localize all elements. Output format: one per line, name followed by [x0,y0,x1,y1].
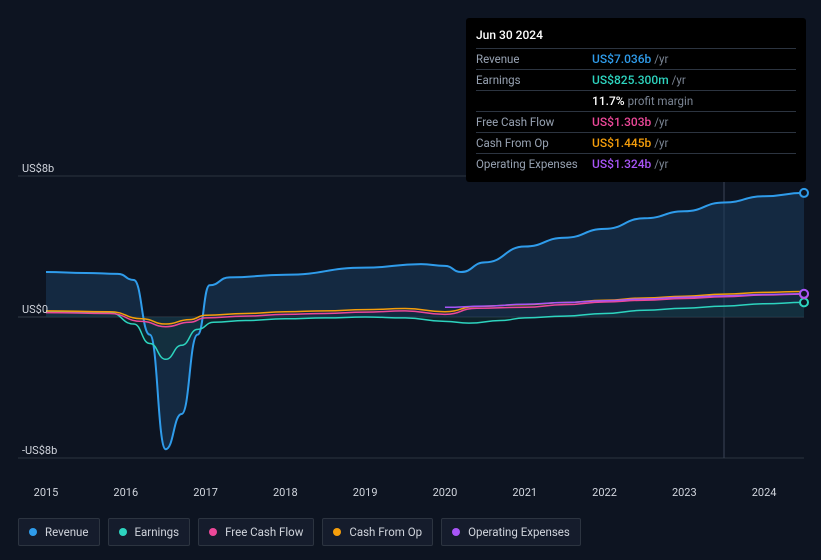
x-axis-label: 2015 [34,486,59,499]
tooltip-row-value: US$1.303b [592,115,651,129]
tooltip-row-label: Cash From Op [476,136,592,150]
chart-tooltip: Jun 30 2024RevenueUS$7.036b/yrEarningsUS… [466,18,806,182]
x-axis-label: 2024 [752,486,777,499]
tooltip-row: RevenueUS$7.036b/yr [476,49,796,70]
legend-item-label: Cash From Op [349,525,422,539]
tooltip-row-value: US$1.324b [592,157,651,171]
legend-dot-icon [333,528,341,536]
legend-item-earnings[interactable]: Earnings [108,518,191,546]
tooltip-row: 11.7%profit margin [476,91,796,112]
tooltip-row-unit: /yr [654,52,668,66]
x-axis-label: 2018 [273,486,298,499]
legend-item-label: Earnings [135,525,180,539]
legend-item-label: Revenue [45,525,89,539]
tooltip-row-unit: /yr [654,157,668,171]
tooltip-row-label: Earnings [476,73,592,87]
y-axis-label: US$0 [22,303,48,316]
legend-dot-icon [209,528,217,536]
tooltip-row: Free Cash FlowUS$1.303b/yr [476,112,796,133]
legend-dot-icon [119,528,127,536]
x-axis-label: 2016 [113,486,138,499]
x-axis-label: 2023 [672,486,697,499]
legend-item-cfo[interactable]: Cash From Op [322,518,433,546]
tooltip-row-label: Free Cash Flow [476,115,592,129]
tooltip-row-value: US$825.300m [592,73,669,87]
tooltip-row: EarningsUS$825.300m/yr [476,70,796,91]
tooltip-row-unit: /yr [654,115,668,129]
legend-item-label: Free Cash Flow [225,525,303,539]
legend-dot-icon [29,528,37,536]
revenue-end-marker [800,189,808,197]
tooltip-row-value: 11.7% [592,94,625,108]
legend-item-fcf[interactable]: Free Cash Flow [198,518,314,546]
x-axis: 2015 2016 2017 2018 2019 2020 2021 2022 2023 2024 [16,486,806,506]
tooltip-row: Operating ExpensesUS$1.324b/yr [476,154,796,174]
x-axis-label: 2021 [512,486,537,499]
earnings-end-marker [800,298,808,306]
legend-dot-icon [452,528,460,536]
tooltip-row-label: Revenue [476,52,592,66]
x-axis-label: 2019 [353,486,378,499]
x-axis-label: 2017 [193,486,218,499]
tooltip-row-unit: /yr [672,73,686,87]
tooltip-title: Jun 30 2024 [476,24,796,49]
opex-end-marker [800,290,808,298]
tooltip-row-value: US$1.445b [592,136,651,150]
tooltip-row-label: Operating Expenses [476,157,592,171]
tooltip-row-value: US$7.036b [592,52,651,66]
legend-item-revenue[interactable]: Revenue [18,518,100,546]
y-axis-label: US$8b [22,162,54,175]
y-axis-label: -US$8b [22,444,57,457]
tooltip-row-unit: profit margin [628,94,694,108]
tooltip-row-unit: /yr [654,136,668,150]
x-axis-label: 2022 [592,486,617,499]
legend-item-opex[interactable]: Operating Expenses [441,518,581,546]
chart-legend: Revenue Earnings Free Cash Flow Cash From O… [18,518,581,546]
legend-item-label: Operating Expenses [468,525,570,539]
tooltip-row: Cash From OpUS$1.445b/yr [476,133,796,154]
x-axis-label: 2020 [433,486,458,499]
